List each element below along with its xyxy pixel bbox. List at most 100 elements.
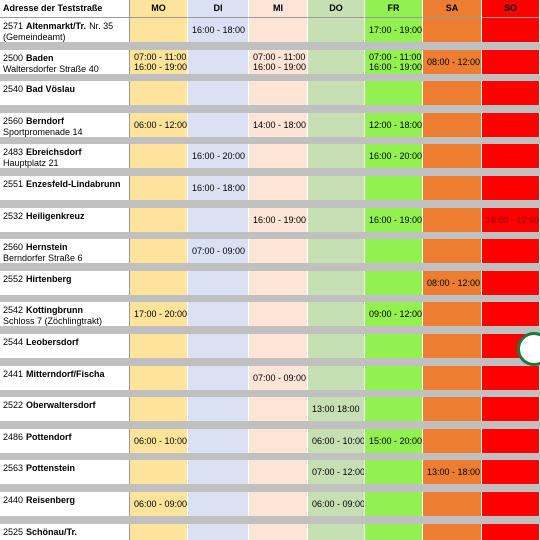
day-cell <box>130 239 188 264</box>
town-name: Pottendorf <box>26 431 72 442</box>
scroll-handle[interactable] <box>517 332 540 366</box>
opening-time: 08:00 - 12:00 <box>427 56 481 67</box>
address-line: 2560 Berndorf <box>3 116 129 127</box>
day-cell <box>365 523 423 540</box>
day-cell: 17:00 - 20:00 <box>130 302 188 327</box>
day-cell <box>482 492 540 516</box>
day-cell <box>423 176 482 200</box>
postal-code: 2544 <box>3 337 24 347</box>
opening-time: 06:00 - 09:00 <box>134 499 188 509</box>
opening-time: 09:00 - 12:00 <box>369 309 423 320</box>
address-line: 2440 Reisenberg <box>3 495 129 506</box>
day-cell: 16:00 - 18:00 <box>188 176 249 200</box>
opening-time: 07:00 - 09:00 <box>192 246 246 257</box>
day-cell <box>482 523 540 540</box>
day-cell <box>482 397 540 422</box>
day-cell <box>482 365 540 390</box>
day-cell <box>188 492 249 516</box>
day-cell <box>130 144 188 169</box>
street: Hauptplatz 21 <box>3 158 59 169</box>
opening-time: 12:00 - 18:00 <box>369 119 423 130</box>
day-cell <box>365 239 423 264</box>
postal-code: 2552 <box>3 273 24 284</box>
street: Schloss 7 (Zöchlingtrakt) <box>3 316 103 327</box>
day-cell <box>482 239 540 264</box>
day-cell <box>423 492 482 516</box>
day-cell: 13:00 - 18:00 <box>423 460 482 485</box>
day-cell <box>423 523 482 540</box>
postal-code: 2540 <box>3 84 24 95</box>
opening-time: 16:00 - 19:00 <box>253 61 307 72</box>
opening-time: 14:00 - 18:00 <box>253 119 307 130</box>
day-cell <box>249 428 308 453</box>
day-cell: 06:00 - 10:00 <box>130 428 188 453</box>
address-cell: 2571 Altenmarkt/Tr. Nr. 35 (Gemeindeamt) <box>0 18 130 42</box>
day-cell <box>130 176 188 200</box>
row-separator <box>0 452 540 461</box>
street: Waltersdorfer Straße 40 <box>3 63 99 74</box>
day-cell <box>249 334 308 358</box>
address-cell: 2563 Pottenstein <box>0 460 130 485</box>
address-line: 2563 Pottenstein <box>3 463 129 474</box>
day-cell <box>249 239 308 264</box>
town-name: Altenmarkt/Tr. <box>26 21 87 31</box>
address-cell: 2532 Heiligenkreuz <box>0 207 130 232</box>
address-cell: 2486 Pottendorf <box>0 428 130 453</box>
day-cell <box>482 270 540 295</box>
day-cell <box>188 428 249 453</box>
day-cell <box>188 207 249 232</box>
address-cell: 2560 Berndorf Sportpromenade 14 <box>0 112 130 137</box>
day-cell <box>249 523 308 540</box>
row-separator <box>0 136 540 145</box>
town-name: Bad Vöslau <box>26 84 76 95</box>
day-cell <box>423 302 482 327</box>
opening-time: 16:00 - 19:00 <box>134 61 188 72</box>
day-cell <box>308 49 365 74</box>
day-cell <box>365 492 423 516</box>
street: (Gemeindeamt) <box>3 32 66 42</box>
day-cell <box>482 176 540 200</box>
day-cell <box>249 81 308 106</box>
opening-time: 08:00 - 12:00 <box>427 277 481 288</box>
day-cell <box>308 81 365 106</box>
day-cell <box>308 365 365 390</box>
address-cell: 2542 Kottingbrunn Schloss 7 (Zöchlingtrakt… <box>0 302 130 327</box>
day-cell: 17:00 - 19:00 <box>365 18 423 42</box>
day-cell: 13:00 18:00 <box>308 397 365 422</box>
address-line: 2542 Kottingbrunn <box>3 305 129 316</box>
address-cell: 2525 Schönau/Tr. <box>0 523 130 540</box>
postal-code: 2560 <box>3 242 24 253</box>
day-cell: 06:00 - 12:00 <box>130 112 188 137</box>
address-line: 2551 Enzesfeld-Lindabrunn <box>3 179 129 190</box>
day-cell: 06:00 - 09:00 <box>130 492 188 516</box>
day-cell <box>365 460 423 485</box>
postal-code: 2440 <box>3 495 24 505</box>
street: Berndorfer Straße 6 <box>3 253 83 264</box>
row-separator <box>0 294 540 303</box>
column-header: Adresse der Teststraße <box>0 0 130 18</box>
day-cell <box>365 176 423 200</box>
address-line: 2483 Ebreichsdorf <box>3 147 129 158</box>
row-separator <box>0 358 540 366</box>
day-cell: 16:00 - 19:00 <box>365 207 423 232</box>
day-cell: 08:00 - 12:00 <box>423 49 482 74</box>
day-cell <box>482 144 540 169</box>
town-name: Kottingbrunn <box>26 305 84 316</box>
opening-time: 16:00 - 18:00 <box>192 183 246 193</box>
day-cell <box>130 460 188 485</box>
day-cell <box>482 302 540 327</box>
day-cell <box>130 207 188 232</box>
address-line: 2560 Hernstein <box>3 242 129 253</box>
day-cell <box>482 460 540 485</box>
day-cell <box>423 397 482 422</box>
day-cell <box>423 239 482 264</box>
town-name: Baden <box>26 52 54 63</box>
town-name: Leobersdorf <box>26 337 79 347</box>
row-separator <box>0 389 540 398</box>
day-cell: 06:00 - 09:00 <box>308 492 365 516</box>
town-name: Schönau/Tr. <box>26 526 78 537</box>
day-cell <box>249 302 308 327</box>
row-separator <box>0 231 540 240</box>
address-line: 2441 Mitterndorf/Fischa <box>3 369 129 380</box>
address-line: 2522 Oberwaltersdorf <box>3 400 129 411</box>
